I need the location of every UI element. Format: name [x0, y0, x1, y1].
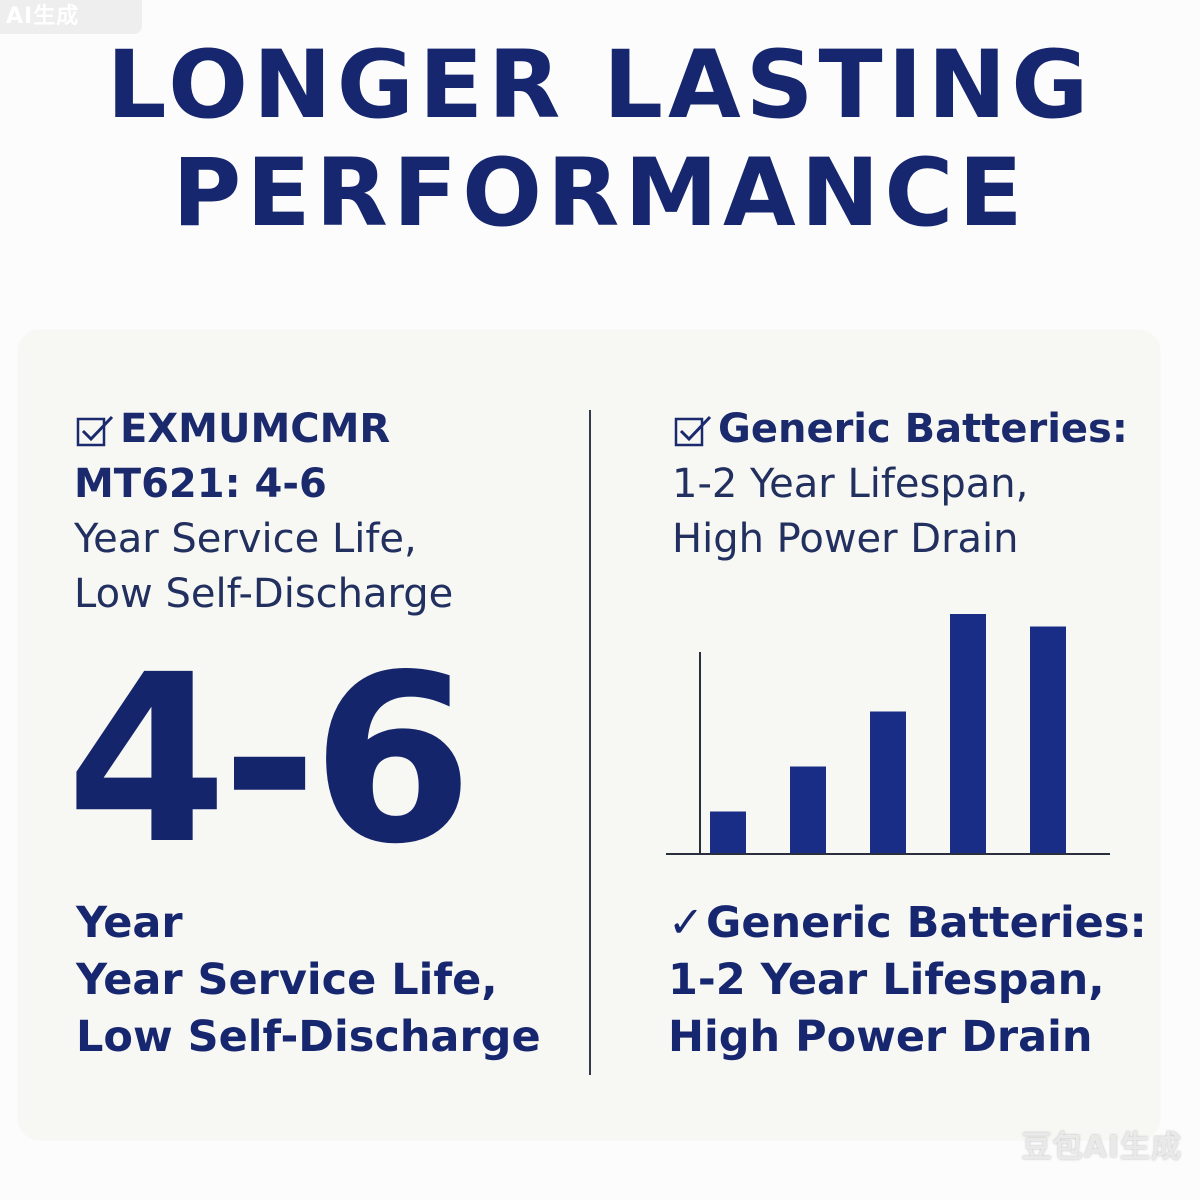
right-desc-line-1: 1-2 Year Lifespan, — [672, 461, 1029, 507]
chart-bar-4 — [950, 614, 986, 854]
right-footer-line-1: Generic Batteries: — [706, 898, 1147, 948]
left-desc-line-1: Year Service Life, — [74, 516, 417, 562]
left-header: EXMUMCMR MT621: 4-6 Year Service Life, L… — [74, 402, 574, 622]
column-divider — [589, 410, 591, 1075]
big-lifespan-value: 4-6 — [66, 625, 473, 895]
model-life: MT621: 4-6 — [74, 461, 327, 507]
checkbox-checked-icon — [74, 413, 120, 449]
left-footer: Year Year Service Life, Low Self-Dischar… — [76, 895, 576, 1066]
bar-chart — [660, 600, 1120, 864]
right-header: Generic Batteries: 1-2 Year Lifespan, Hi… — [672, 402, 1152, 567]
right-footer-line-2: 1-2 Year Lifespan, — [668, 955, 1105, 1005]
chart-bar-5 — [1030, 626, 1066, 854]
left-desc-line-2: Low Self-Discharge — [74, 571, 454, 617]
chart-bar-2 — [790, 766, 826, 854]
right-desc-line-2: High Power Drain — [672, 516, 1019, 562]
watermark-bottom: 豆包AI生成 — [1021, 1130, 1182, 1165]
headline-line-2: PERFORMANCE — [172, 139, 1028, 248]
left-footer-line-2: Year Service Life, — [76, 955, 498, 1005]
right-footer-line-3: High Power Drain — [668, 1012, 1093, 1062]
left-footer-line-3: Low Self-Discharge — [76, 1012, 541, 1062]
checkbox-checked-icon — [672, 413, 718, 449]
headline: LONGER LASTING PERFORMANCE — [0, 32, 1200, 248]
headline-line-1: LONGER LASTING — [106, 31, 1094, 140]
watermark-top: AI生成 — [0, 0, 142, 34]
right-footer: ✓Generic Batteries: 1-2 Year Lifespan, H… — [668, 895, 1168, 1066]
chart-bar-1 — [710, 811, 746, 854]
brand-name: EXMUMCMR — [120, 406, 391, 452]
left-footer-line-1: Year — [76, 898, 183, 948]
check-mark-icon: ✓ — [668, 898, 705, 948]
bar-chart-svg — [666, 614, 1110, 855]
chart-bar-3 — [870, 711, 906, 854]
generic-title: Generic Batteries: — [718, 406, 1128, 452]
